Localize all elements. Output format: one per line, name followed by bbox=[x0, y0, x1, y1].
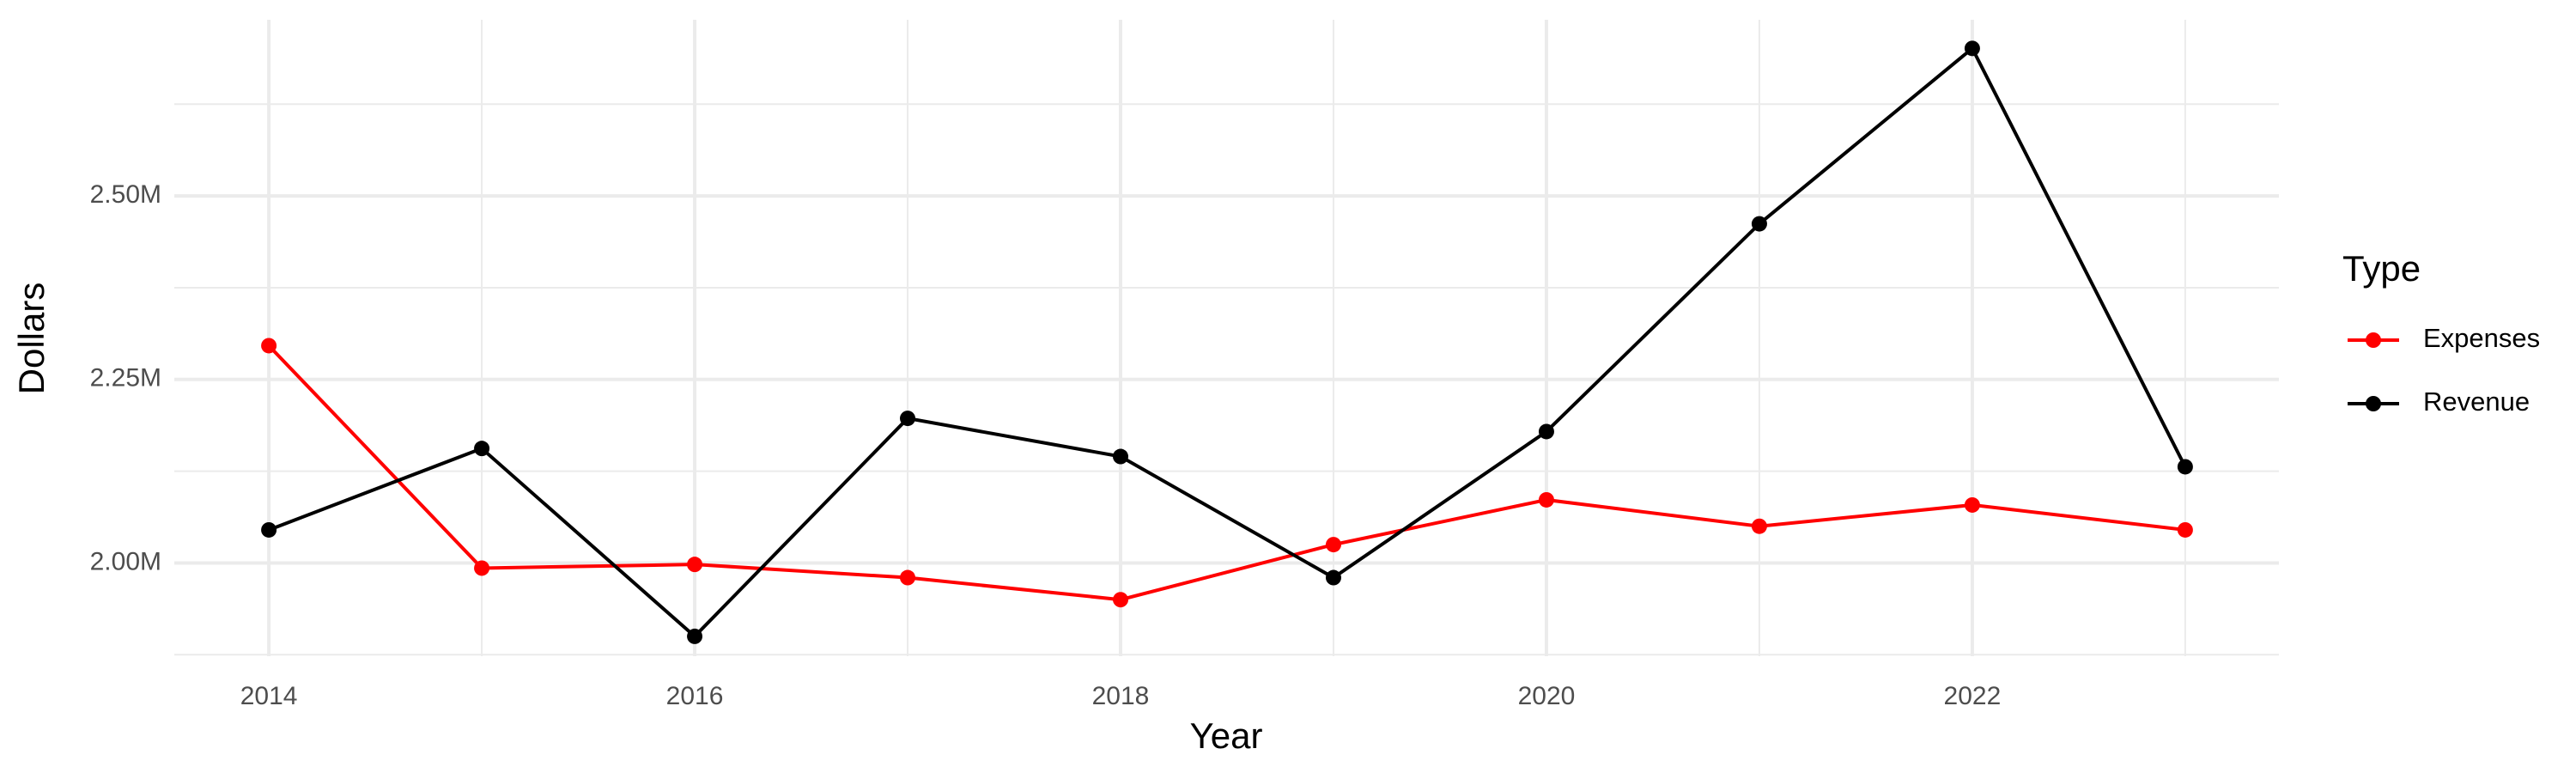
data-point bbox=[687, 628, 703, 644]
data-point bbox=[474, 560, 490, 576]
data-point bbox=[2177, 521, 2193, 538]
data-point bbox=[1751, 216, 1767, 232]
legend-label: Revenue bbox=[2423, 386, 2530, 417]
data-point bbox=[1113, 592, 1129, 608]
data-point bbox=[261, 521, 277, 538]
series-line bbox=[267, 344, 2186, 602]
data-point bbox=[1538, 491, 1554, 508]
y-tick-label: 2.00M bbox=[90, 547, 161, 575]
data-point bbox=[1538, 423, 1554, 440]
data-point bbox=[1325, 537, 1341, 553]
x-axis-title: Year bbox=[1190, 715, 1263, 756]
data-point bbox=[1751, 518, 1767, 534]
x-tick-label: 2016 bbox=[666, 682, 724, 710]
data-point bbox=[1964, 40, 1980, 57]
legend-label: Expenses bbox=[2423, 323, 2540, 353]
data-point bbox=[900, 569, 916, 586]
x-tick-label: 2018 bbox=[1092, 682, 1150, 710]
data-point bbox=[261, 338, 277, 354]
data-point bbox=[474, 441, 490, 457]
legend-title: Type bbox=[2342, 248, 2421, 289]
data-point bbox=[900, 411, 916, 427]
data-point bbox=[1964, 496, 1980, 513]
data-point bbox=[2177, 459, 2193, 475]
x-tick-label: 2020 bbox=[1518, 682, 1576, 710]
x-tick-label: 2022 bbox=[1944, 682, 2002, 710]
data-point bbox=[687, 557, 703, 573]
x-tick-label: 2014 bbox=[240, 682, 298, 710]
legend-marker bbox=[2366, 332, 2381, 348]
series-line bbox=[268, 46, 2187, 639]
y-tick-label: 2.50M bbox=[90, 180, 161, 209]
data-point bbox=[1113, 448, 1129, 465]
grid bbox=[174, 20, 2279, 656]
y-axis-title: Dollars bbox=[11, 283, 52, 395]
data-point bbox=[1325, 569, 1341, 586]
y-tick-label: 2.25M bbox=[90, 364, 161, 393]
legend-marker bbox=[2366, 396, 2381, 411]
